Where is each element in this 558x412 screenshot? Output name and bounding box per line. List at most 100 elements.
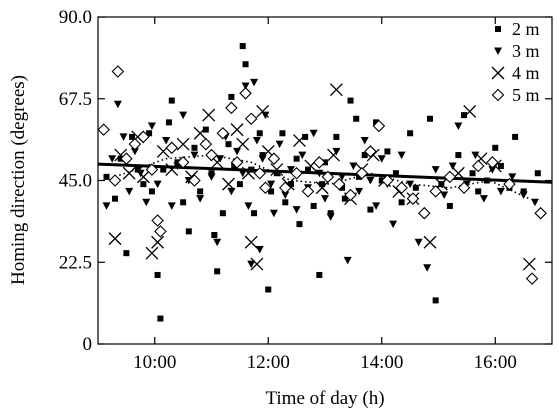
data-point-x (193, 126, 207, 140)
x-tick-label: 16:00 (474, 352, 517, 373)
data-point-triangle-down (326, 213, 335, 221)
data-point-triangle-down (167, 202, 176, 210)
triangle-marker (448, 162, 457, 170)
y-tick-label: 45.0 (59, 171, 92, 192)
legend-label: 2 m (512, 19, 540, 39)
triangle-marker (298, 151, 307, 160)
triangle-marker (292, 206, 301, 214)
data-point-x (136, 170, 150, 184)
data-point-diamond (290, 166, 303, 180)
diamond-marker (364, 145, 377, 158)
triangle-marker (321, 195, 329, 203)
data-point-diamond (216, 126, 230, 140)
data-point-triangle-down (162, 137, 171, 145)
data-point-diamond (267, 152, 281, 165)
data-point-x (256, 105, 270, 118)
triangle-marker (147, 122, 156, 130)
square-marker (268, 188, 275, 195)
x-marker-stroke (244, 235, 258, 249)
triangle-marker (431, 166, 440, 174)
square-marker (259, 152, 266, 159)
data-point-triangle-down (377, 155, 386, 163)
data-point-square (333, 133, 340, 140)
triangle-marker (207, 173, 216, 181)
square-marker (469, 170, 476, 177)
square-marker (191, 144, 198, 151)
data-point-x (108, 232, 122, 246)
data-point-diamond (457, 181, 471, 195)
square-marker (112, 195, 119, 202)
data-point-square (302, 133, 309, 140)
triangle-marker (326, 213, 335, 221)
data-point-x (151, 235, 165, 249)
data-point-square (228, 93, 235, 100)
ticks: 0 22.5 45.0 67.5 90.0 10:00 12:00 14:00 16:00 (59, 7, 552, 373)
data-point-diamond (188, 174, 201, 187)
triangle-marker (389, 220, 398, 229)
square-marker (265, 286, 272, 293)
square-marker (310, 202, 317, 209)
square-marker (339, 184, 346, 191)
data-point-square (356, 173, 363, 180)
data-point-square (242, 61, 249, 68)
diamond-marker (145, 163, 159, 176)
data-point-triangle-down (519, 191, 528, 200)
data-point-square (112, 195, 119, 202)
square-marker (140, 181, 147, 188)
data-point-square (361, 152, 368, 159)
data-point-triangle-down (372, 202, 381, 210)
x-marker-stroke (293, 134, 306, 147)
data-point-diamond (372, 119, 386, 133)
data-point-diamond (145, 163, 159, 176)
square-marker (495, 26, 501, 32)
square-marker (392, 170, 399, 177)
diamond-marker (120, 152, 133, 165)
triangle-marker (286, 166, 295, 174)
data-point-triangle-down (530, 198, 539, 207)
square-marker (129, 133, 136, 140)
data-point-square (259, 152, 266, 159)
data-point-square (165, 119, 172, 126)
data-point-square (367, 206, 374, 213)
data-point-triangle-down (244, 202, 253, 210)
data-point-diamond (471, 159, 485, 173)
square-marker (168, 97, 175, 104)
data-point-triangle-down (431, 166, 440, 174)
diamond-marker (137, 130, 150, 144)
diamond-marker (225, 101, 238, 115)
square-marker (398, 199, 405, 206)
triangle-marker (315, 169, 324, 178)
data-point-diamond (151, 214, 164, 227)
triangle-marker (108, 155, 117, 163)
square-marker (180, 199, 187, 206)
data-point-triangle-down (247, 260, 256, 269)
diamond-marker (503, 177, 516, 191)
diamond-marker (525, 272, 539, 285)
x-marker-stroke (230, 123, 244, 137)
data-point-triangle-down (292, 206, 301, 214)
data-point-triangle-down (298, 151, 307, 160)
diamond-marker (205, 148, 218, 162)
square-marker (353, 115, 360, 122)
square-marker (208, 170, 215, 177)
data-point-diamond (176, 156, 190, 169)
square-marker (455, 152, 462, 159)
data-point-triangle-down (233, 147, 242, 156)
square-marker (123, 250, 130, 257)
data-point-triangle-down (153, 180, 162, 189)
data-point-square (214, 268, 221, 275)
data-point-square (273, 170, 280, 177)
triangle-marker (261, 111, 270, 120)
square-marker (134, 166, 141, 173)
triangle-marker (423, 264, 432, 272)
data-point-diamond (429, 185, 442, 198)
data-point-square (426, 115, 433, 122)
data-point-diamond (108, 174, 122, 187)
square-marker (165, 119, 172, 126)
data-point-diamond (259, 181, 272, 195)
data-point-diamond (137, 130, 150, 144)
triangle-marker (397, 151, 406, 160)
triangle-marker (238, 169, 247, 178)
y-tick-label: 0 (83, 334, 93, 355)
triangle-marker (269, 209, 278, 218)
